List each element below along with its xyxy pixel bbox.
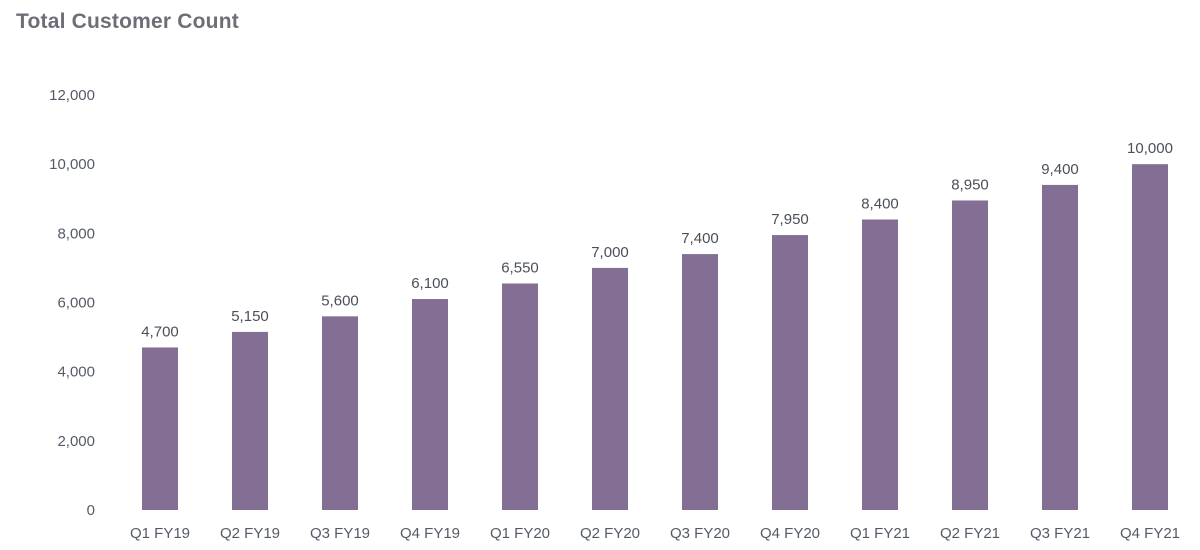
x-tick-label: Q1 FY20 <box>490 525 550 542</box>
y-tick-label: 2,000 <box>57 433 95 450</box>
data-label: 7,950 <box>771 211 809 228</box>
data-label: 5,600 <box>321 292 359 309</box>
x-tick-label: Q3 FY20 <box>670 525 730 542</box>
bar-series: 4,700 5,150 5,600 6,100 6,550 7,000 7,400 7,950… <box>141 140 1173 510</box>
x-tick-label: Q4 FY19 <box>400 525 460 542</box>
bar <box>142 347 178 510</box>
bar <box>502 283 538 510</box>
bar <box>862 219 898 510</box>
bar <box>682 254 718 510</box>
x-tick-label: Q4 FY21 <box>1120 525 1180 542</box>
y-tick-label: 0 <box>87 502 95 519</box>
bar <box>952 200 988 510</box>
x-tick-label: Q2 FY19 <box>220 525 280 542</box>
data-label: 7,000 <box>591 244 629 261</box>
x-tick-label: Q1 FY21 <box>850 525 910 542</box>
bar <box>232 331 268 510</box>
x-tick-label: Q2 FY20 <box>580 525 640 542</box>
y-tick-label: 10,000 <box>49 156 95 173</box>
bar <box>772 235 808 510</box>
bar <box>322 316 358 510</box>
data-label: 4,700 <box>141 323 179 340</box>
data-label: 7,400 <box>681 230 719 247</box>
bar <box>1132 164 1168 510</box>
x-tick-label: Q3 FY19 <box>310 525 370 542</box>
bar <box>1042 184 1078 510</box>
data-label: 10,000 <box>1127 140 1173 157</box>
data-label: 5,150 <box>231 308 269 325</box>
y-axis: 0 2,000 4,000 6,000 8,000 10,000 12,000 <box>49 87 95 519</box>
x-tick-label: Q1 FY19 <box>130 525 190 542</box>
bar <box>412 299 448 510</box>
x-tick-label: Q3 FY21 <box>1030 525 1090 542</box>
y-tick-label: 12,000 <box>49 87 95 104</box>
data-label: 8,400 <box>861 196 899 213</box>
x-axis: Q1 FY19 Q2 FY19 Q3 FY19 Q4 FY19 Q1 FY20 Q2 FY… <box>130 525 1180 542</box>
x-tick-label: Q4 FY20 <box>760 525 820 542</box>
data-label: 6,100 <box>411 275 449 292</box>
x-tick-label: Q2 FY21 <box>940 525 1000 542</box>
data-label: 9,400 <box>1041 161 1079 178</box>
chart-title: Total Customer Count <box>16 10 239 33</box>
data-label: 6,550 <box>501 259 539 276</box>
y-tick-label: 8,000 <box>57 225 95 242</box>
bar <box>592 267 628 510</box>
y-tick-label: 4,000 <box>57 364 95 381</box>
data-label: 8,950 <box>951 176 989 193</box>
y-tick-label: 6,000 <box>57 295 95 312</box>
